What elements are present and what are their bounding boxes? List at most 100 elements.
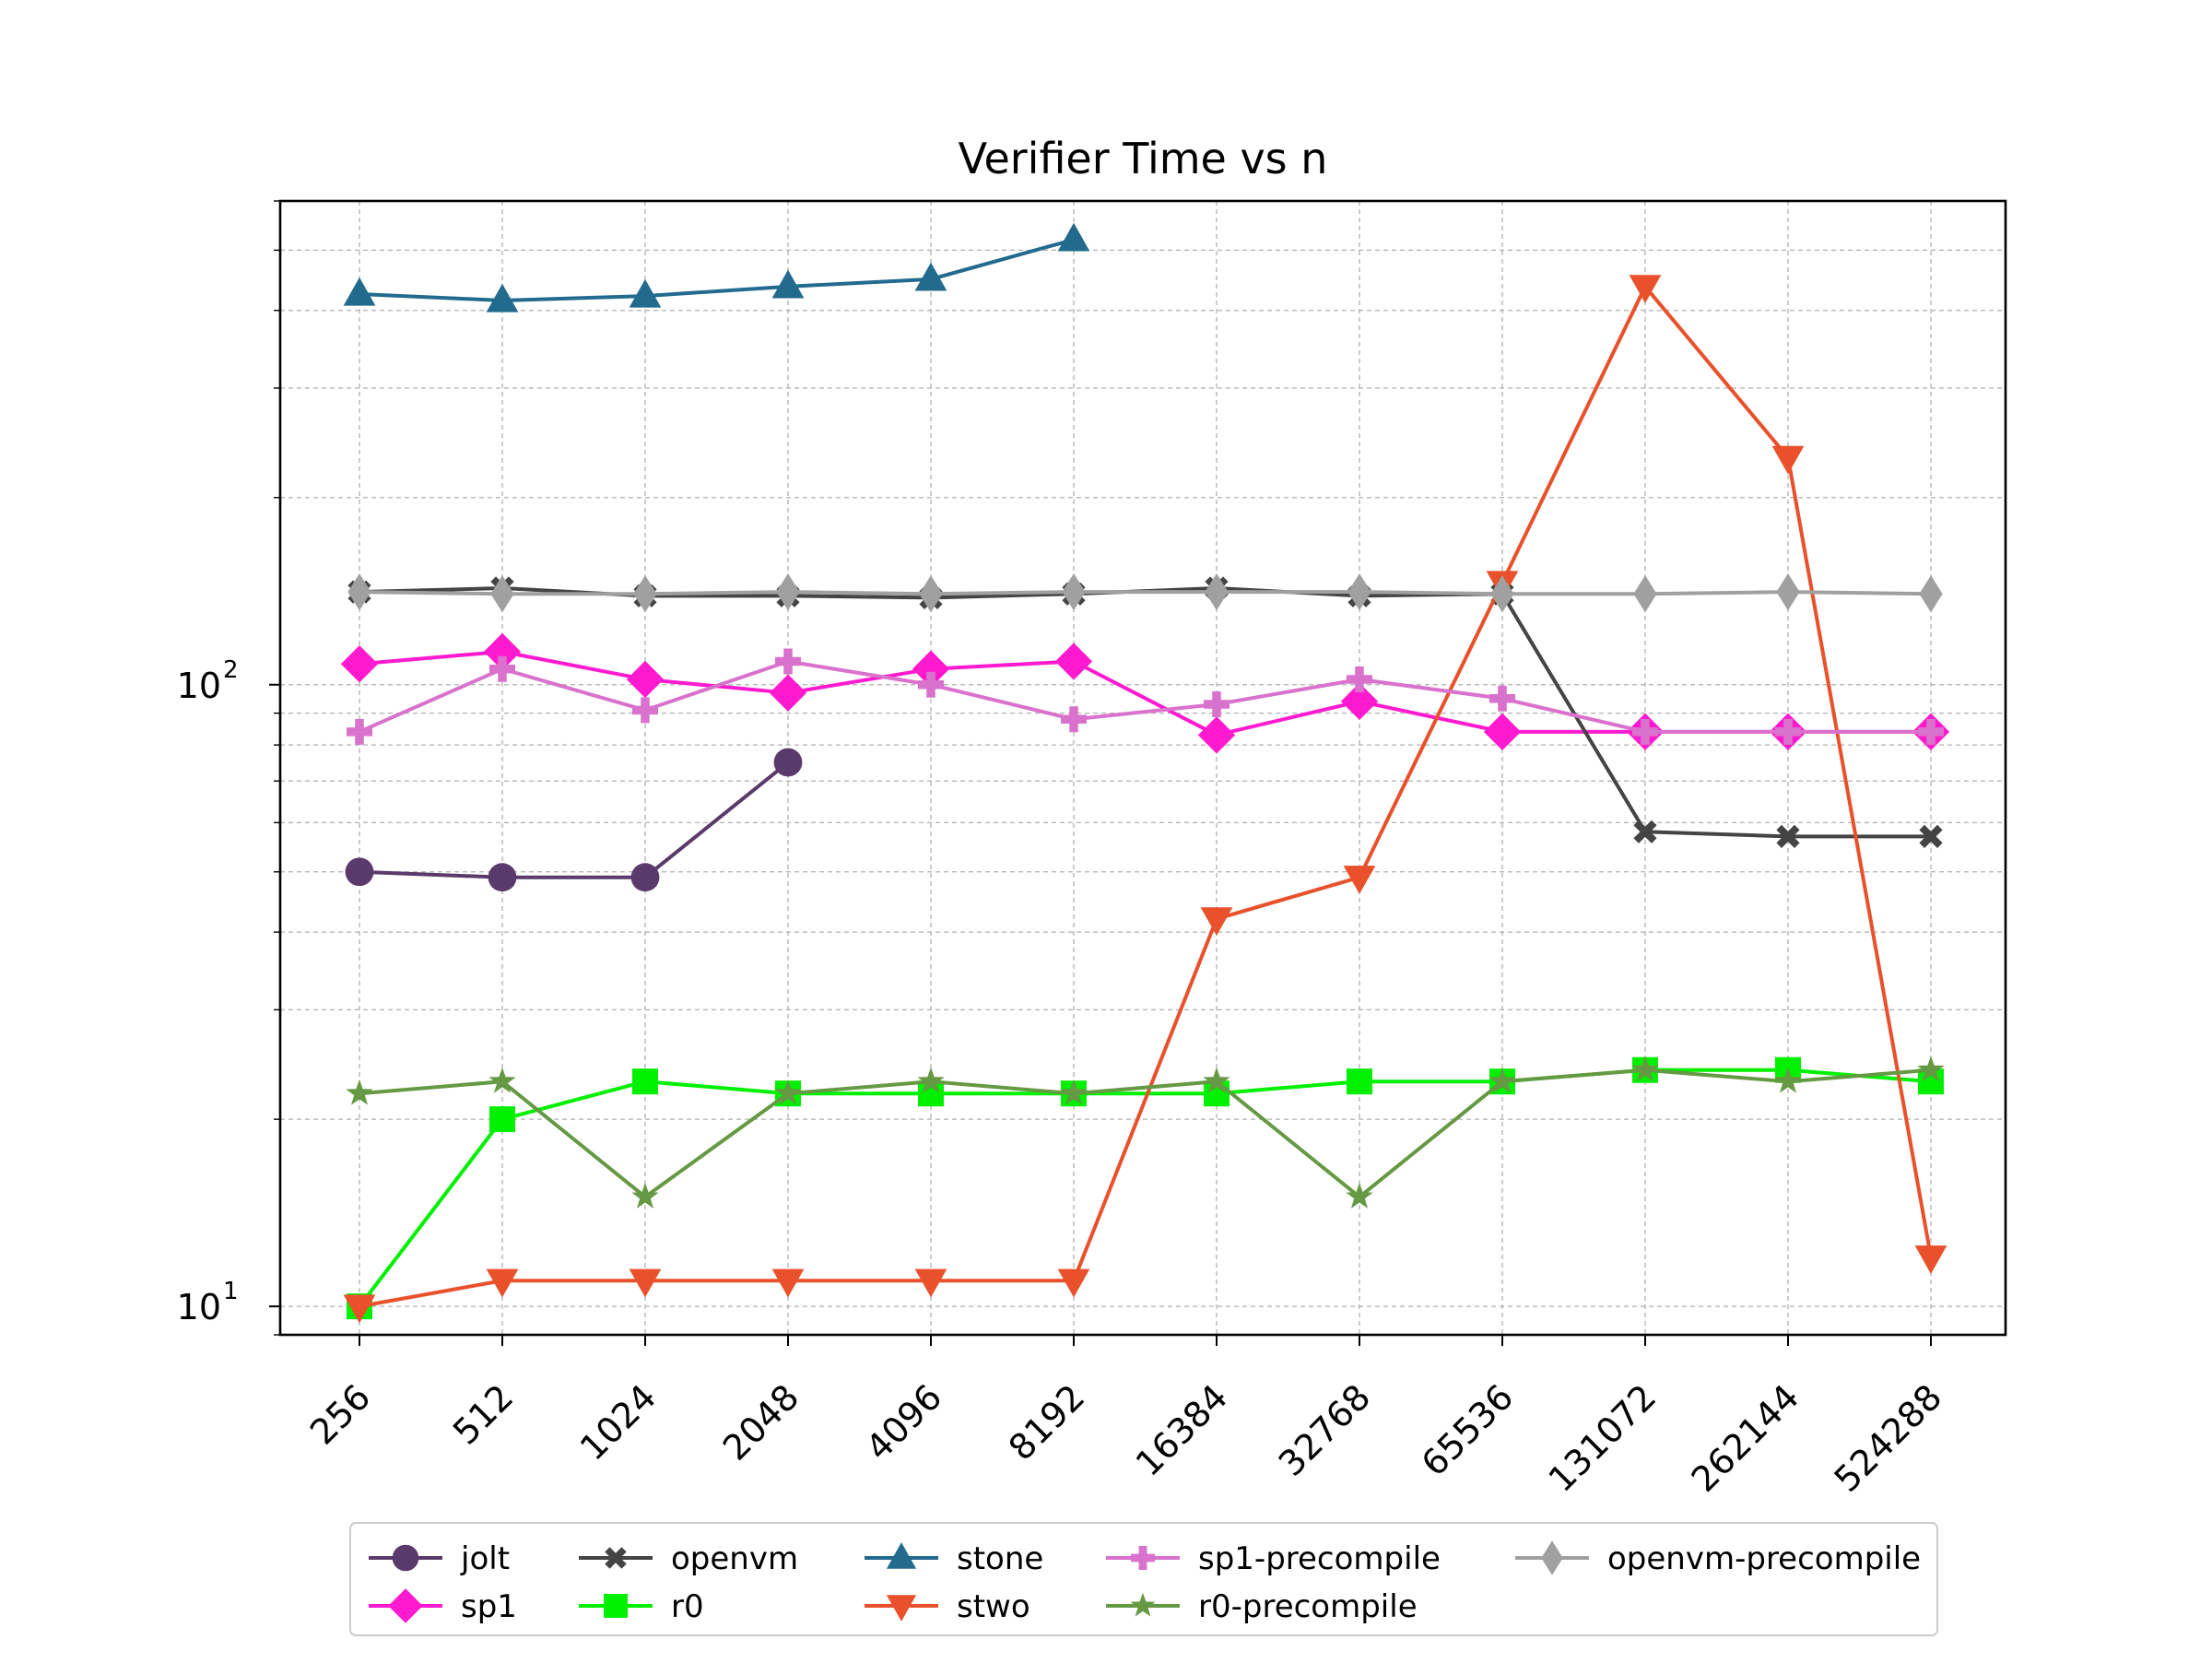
data-point: [629, 278, 662, 308]
series-line: [358, 1067, 1932, 1308]
x-tick-label: 16384: [1128, 1376, 1236, 1484]
legend-marker: [886, 1595, 917, 1622]
marker-shape: [343, 1294, 376, 1324]
x-tick-label: 8192: [1001, 1376, 1093, 1468]
data-point: [347, 572, 371, 611]
data-point: [1633, 575, 1657, 613]
data-point: [1776, 824, 1800, 848]
legend-label: jolt: [460, 1540, 510, 1577]
series-line: [359, 237, 1075, 302]
data-point: [914, 262, 947, 291]
data-point: [1200, 907, 1233, 937]
legend-item-stone: stone: [865, 1540, 1043, 1577]
marker-shape: [633, 575, 657, 613]
data-point: [1919, 575, 1943, 613]
data-point: [346, 1079, 373, 1105]
data-point: [771, 1268, 805, 1298]
data-point: [1060, 1079, 1088, 1105]
series-r0-precompile: [346, 1056, 1945, 1209]
marker-shape: [490, 575, 514, 613]
data-point: [1340, 682, 1379, 721]
marker-shape: [486, 1268, 519, 1298]
data-point: [771, 269, 805, 299]
marker-shape: [1061, 706, 1087, 733]
data-point: [631, 1182, 659, 1209]
marker-shape: [345, 857, 374, 887]
data-point: [918, 671, 944, 698]
data-point: [1057, 1268, 1090, 1298]
data-point: [1347, 1068, 1372, 1095]
x-tick-label: 524288: [1827, 1376, 1950, 1500]
data-point: [1483, 713, 1522, 750]
legend-item-jolt: jolt: [369, 1540, 510, 1577]
marker-shape: [1340, 682, 1379, 721]
data-point: [486, 283, 519, 313]
data-point: [1629, 275, 1662, 304]
marker-shape: [1919, 824, 1943, 848]
series-stone: [343, 222, 1090, 313]
series-line: [359, 590, 1932, 596]
marker-shape: [773, 748, 803, 777]
marker-shape: [1776, 824, 1800, 848]
legend-layer: jolt sp1 openvm r0 stone stwo sp1-precompile r0…: [349, 1522, 1938, 1636]
legend-marker: [604, 1594, 628, 1618]
marker-shape: [776, 572, 800, 611]
marker-shape: [912, 650, 950, 688]
legend-label: r0: [671, 1588, 704, 1625]
legend-marker: [1130, 1592, 1156, 1617]
marker-shape: [1343, 866, 1376, 894]
marker-shape: [632, 1068, 658, 1095]
marker-shape: [1131, 1546, 1155, 1570]
marker-shape: [1541, 1540, 1563, 1575]
series-line: [359, 284, 1933, 1309]
y-tick-label-base: 10: [177, 1287, 221, 1327]
series-line: [359, 649, 1931, 737]
marker-shape: [1054, 643, 1093, 680]
data-point: [914, 1268, 947, 1298]
marker-shape: [488, 1067, 516, 1093]
marker-shape: [1488, 1067, 1516, 1093]
data-point: [1203, 1067, 1230, 1093]
legend-item-r0: r0: [579, 1588, 704, 1625]
marker-shape: [918, 671, 944, 698]
marker-shape: [488, 863, 517, 892]
legend-label: stone: [957, 1540, 1043, 1577]
marker-shape: [1204, 691, 1230, 718]
data-point: [343, 277, 376, 306]
legend-marker: [1541, 1540, 1563, 1575]
data-point: [488, 863, 517, 892]
marker-shape: [917, 1067, 945, 1093]
marker-shape: [1771, 445, 1805, 475]
data-point: [632, 697, 658, 724]
data-point: [1917, 1056, 1945, 1082]
legend-label: stwo: [957, 1588, 1030, 1625]
marker-shape: [919, 575, 943, 613]
marker-shape: [1197, 716, 1236, 754]
marker-shape: [1919, 575, 1943, 613]
marker-shape: [489, 655, 515, 682]
x-tick-label: 262144: [1684, 1376, 1807, 1500]
data-point: [917, 1067, 945, 1093]
marker-shape: [1489, 685, 1515, 712]
data-point: [912, 650, 950, 688]
data-point: [919, 575, 943, 613]
series-line: [359, 659, 1931, 734]
marker-shape: [775, 648, 801, 675]
marker-shape: [1918, 718, 1944, 745]
legend-box: [349, 1522, 1938, 1636]
series-layer: [340, 222, 1950, 1324]
y-tick-label-exponent: 1: [223, 1278, 239, 1305]
marker-shape: [1203, 1067, 1230, 1093]
series-openvm-precompile: [347, 572, 1943, 613]
series-line: [359, 1067, 1932, 1199]
marker-shape: [1347, 1068, 1372, 1095]
marker-shape: [347, 572, 371, 611]
y-tick-label-base: 10: [177, 666, 221, 706]
marker-shape: [483, 632, 522, 671]
marker-shape: [1633, 575, 1657, 613]
data-point: [1204, 691, 1230, 718]
legend-label: openvm-precompile: [1607, 1540, 1921, 1577]
marker-shape: [489, 1106, 515, 1133]
marker-shape: [886, 1542, 917, 1569]
x-tick-label: 512: [445, 1376, 521, 1452]
